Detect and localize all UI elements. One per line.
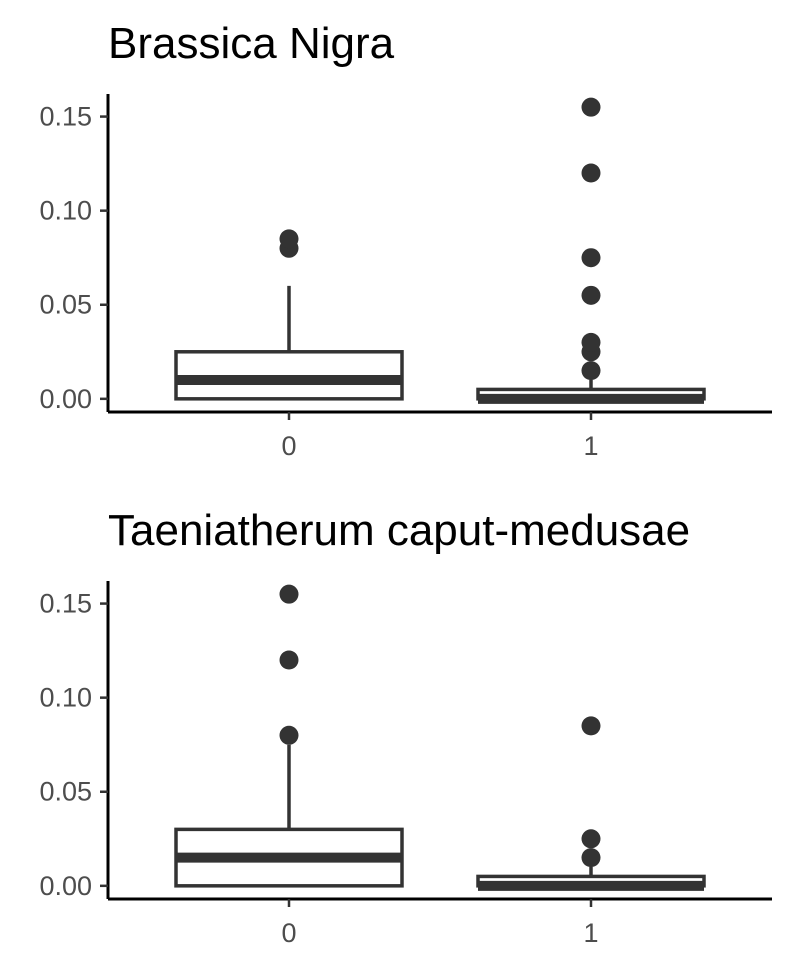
y-tick-label: 0.15 (39, 102, 92, 132)
outlier-point (581, 716, 601, 736)
outlier-point (581, 285, 601, 305)
chart-title: Brassica Nigra (108, 19, 395, 68)
panel-1: Taeniatherum caput-medusae 0.00 0.05 0.10 0.… (39, 506, 772, 948)
outlier-point (581, 361, 601, 381)
outlier-point (581, 248, 601, 268)
outlier-point (279, 650, 299, 670)
outlier-point (279, 584, 299, 604)
y-tick-label: 0.00 (39, 871, 92, 901)
y-tick-label: 0.05 (39, 777, 92, 807)
y-tick-label: 0.15 (39, 589, 92, 619)
chart-title: Taeniatherum caput-medusae (108, 506, 690, 555)
outlier-point (581, 332, 601, 352)
panel-0: Brassica Nigra 0.00 0.05 0.10 0.15 0 1 (39, 19, 772, 461)
y-tick-label: 0.10 (39, 196, 92, 226)
outlier-point (581, 97, 601, 117)
outlier-point (581, 848, 601, 868)
outlier-point (581, 163, 601, 183)
x-tick-label: 1 (583, 431, 598, 461)
y-tick-label: 0.10 (39, 683, 92, 713)
x-tick-label: 0 (281, 918, 296, 948)
outlier-point (581, 829, 601, 849)
x-tick-label: 0 (281, 431, 296, 461)
y-tick-label: 0.00 (39, 384, 92, 414)
x-tick-label: 1 (583, 918, 598, 948)
outlier-point (279, 725, 299, 745)
y-tick-label: 0.05 (39, 290, 92, 320)
outlier-point (279, 229, 299, 249)
